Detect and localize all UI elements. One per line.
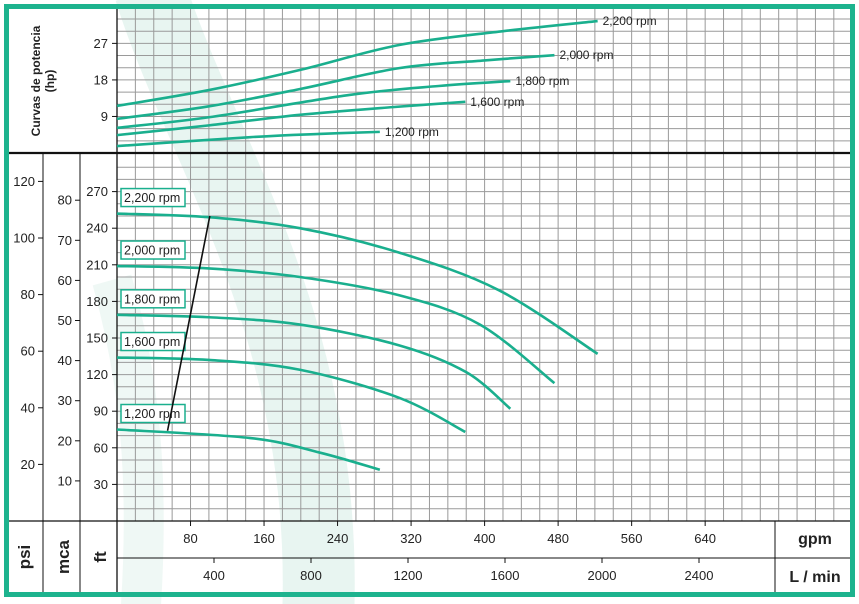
y-axis-title-line: Curvas de potencia — [29, 25, 43, 136]
power-curve — [116, 53, 555, 121]
y-tick-label-ft: 150 — [86, 331, 108, 346]
y-tick-label-psi: 40 — [21, 400, 35, 415]
head-curve — [116, 428, 381, 472]
head-curve-label: 2,000 rpm — [124, 244, 180, 258]
y-tick-label-ft: 270 — [86, 184, 108, 199]
efficiency-line — [166, 215, 211, 431]
y-tick-label-psi: 60 — [21, 344, 35, 359]
power-curve-label: 1,200 rpm — [385, 125, 439, 139]
head-curve — [116, 356, 466, 434]
head-curve-label-box — [120, 187, 186, 208]
x-tick-label-lmin: 2000 — [588, 568, 617, 583]
y-tick-label-ft: 180 — [86, 294, 108, 309]
y-axis-title-hp: Curvas de potencia(hp) — [29, 25, 57, 136]
y-tick-label-mca: 50 — [58, 313, 72, 328]
y-tick-label-psi: 80 — [21, 287, 35, 302]
watermark-band — [92, 274, 164, 604]
x-tick-label-gpm: 560 — [621, 531, 643, 546]
power-curve-label: 1,600 rpm — [470, 95, 524, 109]
y-tick-label-hp: 9 — [101, 109, 108, 124]
x-tick-label-gpm: 240 — [327, 531, 349, 546]
y-axis-title-mca: mca — [54, 539, 73, 574]
y-tick-label-mca: 10 — [58, 473, 72, 488]
power-curve — [116, 100, 466, 137]
y-tick-label-hp: 27 — [94, 36, 108, 51]
x-tick-label-gpm: 320 — [400, 531, 422, 546]
y-tick-label-mca: 70 — [58, 233, 72, 248]
x-tick-label-gpm: 400 — [474, 531, 496, 546]
x-axis-title-gpm: gpm — [798, 531, 832, 548]
head-curve — [116, 212, 599, 355]
y-tick-label-mca: 60 — [58, 273, 72, 288]
y-axis-title-ft: ft — [91, 551, 110, 563]
x-tick-label-gpm: 480 — [547, 531, 569, 546]
head-curve-label: 2,200 rpm — [124, 191, 180, 205]
head-curve — [116, 264, 556, 385]
head-curve-label: 1,600 rpm — [124, 335, 180, 349]
y-axis-title-line: (hp) — [43, 70, 57, 93]
power-curve-label: 2,200 rpm — [603, 14, 657, 28]
head-curve-label-box — [120, 403, 186, 424]
y-tick-label-hp: 18 — [94, 72, 108, 87]
x-tick-label-lmin: 1200 — [394, 568, 423, 583]
y-tick-label-ft: 120 — [86, 367, 108, 382]
power-curve — [116, 79, 511, 130]
head-curve-label-box — [120, 240, 186, 260]
y-tick-label-psi: 120 — [13, 174, 35, 189]
x-tick-label-lmin: 2400 — [685, 568, 714, 583]
head-curve — [116, 313, 512, 410]
y-tick-label-ft: 90 — [94, 404, 108, 419]
y-tick-label-ft: 30 — [94, 477, 108, 492]
x-tick-label-gpm: 80 — [183, 531, 197, 546]
head-curve-label: 1,200 rpm — [124, 407, 180, 421]
y-tick-label-psi: 100 — [13, 231, 35, 246]
x-tick-label-lmin: 1600 — [491, 568, 520, 583]
x-axis-title-lmin: L / min — [789, 569, 840, 586]
y-tick-label-ft: 60 — [94, 440, 108, 455]
x-tick-label-gpm: 160 — [253, 531, 275, 546]
power-curve — [116, 130, 380, 148]
y-tick-label-ft: 210 — [86, 257, 108, 272]
power-curve-label: 2,000 rpm — [559, 48, 613, 62]
x-tick-label-lmin: 800 — [300, 568, 322, 583]
head-curve-label-box — [120, 289, 186, 309]
y-axis-title-psi: psi — [15, 545, 34, 570]
y-tick-label-mca: 30 — [58, 393, 72, 408]
y-tick-label-mca: 40 — [58, 353, 72, 368]
x-tick-label-gpm: 640 — [694, 531, 716, 546]
x-tick-label-lmin: 400 — [203, 568, 225, 583]
y-tick-label-mca: 20 — [58, 433, 72, 448]
watermark-band — [115, 0, 355, 604]
head-curve-label: 1,800 rpm — [124, 292, 180, 306]
y-tick-label-mca: 80 — [58, 193, 72, 208]
power-curve-label: 1,800 rpm — [515, 74, 569, 88]
y-tick-label-ft: 240 — [86, 221, 108, 236]
power-curve — [116, 19, 598, 108]
y-tick-label-psi: 20 — [21, 457, 35, 472]
chart-frame — [4, 4, 855, 597]
